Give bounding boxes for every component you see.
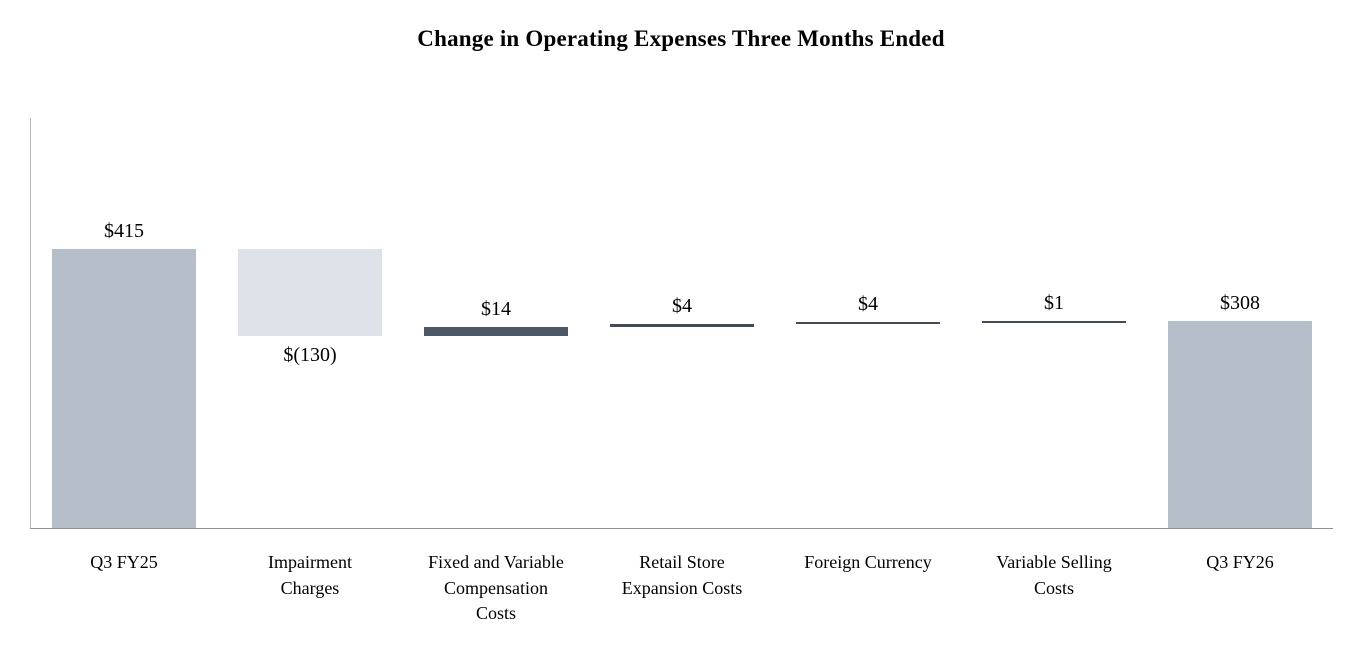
category-label: Q3 FY26 (1206, 552, 1274, 572)
category-label: Fixed and Variable Compensation Costs (428, 552, 564, 624)
bar-value-label: $4 (858, 292, 878, 315)
bar-value-label: $308 (1220, 291, 1260, 314)
category-label: Retail Store Expansion Costs (621, 552, 743, 598)
bar-value-label: $4 (672, 295, 692, 318)
bar-value-label: $(130) (283, 344, 337, 367)
category-label: Foreign Currency (804, 552, 932, 572)
waterfall-bar-5 (796, 321, 940, 325)
category-label: Impairment Charges (268, 552, 352, 598)
category-label: Q3 FY25 (90, 552, 158, 572)
waterfall-bar-1 (52, 249, 196, 528)
chart-title: Change in Operating Expenses Three Month… (417, 26, 945, 51)
bar-value-label: $415 (104, 220, 144, 243)
waterfall-bar-3 (424, 327, 568, 337)
waterfall-bar-7 (1168, 320, 1312, 528)
bar-value-label: $14 (481, 298, 511, 321)
bar-value-label: $1 (1044, 291, 1064, 314)
plot-area: $415 Q3 FY25 $(130) Impairment Charges $14 Fi… (30, 118, 1333, 623)
waterfall-bar-6 (982, 320, 1126, 323)
waterfall-bar-4 (610, 324, 754, 328)
waterfall-bar-2 (238, 249, 382, 337)
category-label: Variable Selling Costs (996, 552, 1112, 598)
